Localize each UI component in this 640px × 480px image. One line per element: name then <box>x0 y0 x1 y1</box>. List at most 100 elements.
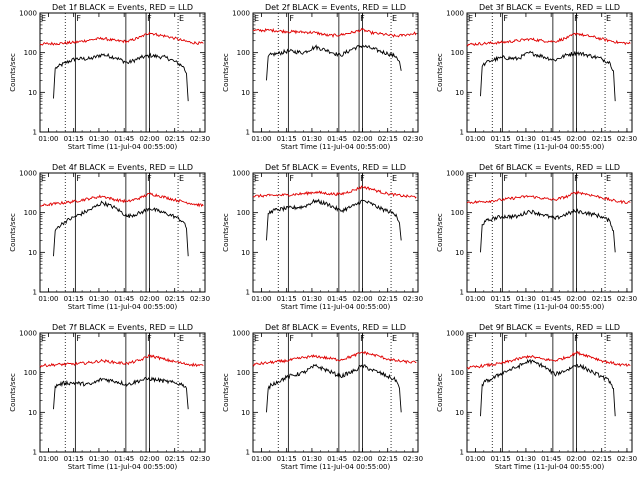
y-tick-label: 10 <box>241 89 250 97</box>
series-line-events <box>53 52 189 102</box>
x-tick-label: 02:30 <box>403 455 423 463</box>
x-tick-label: 01:00 <box>38 455 58 463</box>
flag-label-e: E <box>179 14 184 23</box>
flag-label-e: E <box>392 14 397 23</box>
x-tick-label: 02:00 <box>566 295 586 303</box>
panel-title: Det 3f BLACK = Events, RED = LLD <box>479 3 620 12</box>
y-tick-label: 1000 <box>19 170 37 178</box>
chart-panel-8: Det 8f BLACK = Events, RED = LLD 1 10 100 10… <box>222 323 423 471</box>
x-tick-label: 02:00 <box>139 135 159 143</box>
flag-label-e: E <box>254 334 259 343</box>
y-tick-label: 1 <box>460 289 464 297</box>
series-line-lld <box>252 350 417 367</box>
panel-title: Det 4f BLACK = Events, RED = LLD <box>52 163 193 172</box>
x-tick-label: 01:00 <box>251 455 271 463</box>
y-tick-label: 10 <box>455 249 464 257</box>
flag-label-e: E <box>254 174 259 183</box>
x-axis-label: Start Time (11-Jul-04 00:55:00) <box>68 303 178 311</box>
x-tick-label: 01:30 <box>302 455 322 463</box>
x-tick-label: 01:15 <box>277 135 297 143</box>
x-tick-label: 02:30 <box>190 295 210 303</box>
x-tick-label: 01:45 <box>114 455 134 463</box>
flag-label-e: E <box>392 174 397 183</box>
flag-label-e: E <box>606 334 611 343</box>
series-line-lld <box>467 190 631 205</box>
x-tick-label: 02:00 <box>139 295 159 303</box>
x-tick-label: 02:30 <box>617 295 637 303</box>
plot-frame <box>252 172 419 293</box>
x-tick-label: 02:30 <box>190 135 210 143</box>
y-tick-label: 1000 <box>232 170 250 178</box>
x-tick-label: 02:00 <box>566 135 586 143</box>
x-tick-label: 01:45 <box>541 135 561 143</box>
x-tick-label: 01:00 <box>465 135 485 143</box>
flag-label-f: F <box>574 14 579 23</box>
x-tick-label: 01:15 <box>277 295 297 303</box>
panel-title: Det 7f BLACK = Events, RED = LLD <box>52 323 193 332</box>
x-tick-label: 02:00 <box>352 455 372 463</box>
x-tick-label: 02:00 <box>352 295 372 303</box>
flag-label-e: E <box>468 334 473 343</box>
chart-panel-9: Det 9f BLACK = Events, RED = LLD 1 10 100 10… <box>436 323 637 471</box>
panel-title: Det 1f BLACK = Events, RED = LLD <box>52 3 193 12</box>
y-tick-label: 1 <box>460 449 464 457</box>
chart-panel-6: Det 6f BLACK = Events, RED = LLD 1 10 100 10… <box>436 163 637 311</box>
series-line-events <box>266 363 402 413</box>
x-axis-label: Start Time (11-Jul-04 00:55:00) <box>495 143 605 151</box>
y-tick-label: 10 <box>241 249 250 257</box>
x-tick-label: 01:45 <box>327 295 347 303</box>
x-tick-label: 01:30 <box>302 295 322 303</box>
flag-label-e: E <box>606 174 611 183</box>
y-tick-label: 1 <box>246 449 250 457</box>
x-tick-label: 02:15 <box>592 135 612 143</box>
plot-frame <box>252 332 419 453</box>
x-tick-label: 01:15 <box>491 135 511 143</box>
x-tick-label: 02:15 <box>165 135 185 143</box>
x-tick-label: 02:00 <box>139 455 159 463</box>
y-tick-label: 10 <box>241 409 250 417</box>
plot-frame <box>466 12 633 133</box>
panel-title: Det 6f BLACK = Events, RED = LLD <box>479 163 620 172</box>
flag-label-e: E <box>468 14 473 23</box>
y-tick-label: 10 <box>455 409 464 417</box>
flag-label-f: F <box>76 14 81 23</box>
flag-label-f: F <box>503 174 508 183</box>
y-tick-label: 1 <box>33 449 37 457</box>
y-axis-label: Counts/sec <box>9 373 17 412</box>
y-axis-label: Counts/sec <box>9 53 17 92</box>
y-tick-label: 10 <box>28 89 37 97</box>
chart-panel-3: Det 3f BLACK = Events, RED = LLD 1 10 100 10… <box>436 3 637 151</box>
flag-label-f: F <box>76 334 81 343</box>
y-tick-label: 100 <box>24 209 37 217</box>
y-tick-label: 1000 <box>19 330 37 338</box>
x-tick-label: 01:00 <box>251 295 271 303</box>
flag-label-f: F <box>289 174 294 183</box>
plot-frame <box>39 332 206 453</box>
flag-label-e: E <box>41 334 46 343</box>
x-tick-label: 01:30 <box>89 135 109 143</box>
panel-title: Det 2f BLACK = Events, RED = LLD <box>265 3 406 12</box>
flag-label-e: E <box>254 14 259 23</box>
y-axis-label: Counts/sec <box>436 213 444 252</box>
chart-panel-5: Det 5f BLACK = Events, RED = LLD 1 10 100 10… <box>222 163 423 311</box>
x-axis-label: Start Time (11-Jul-04 00:55:00) <box>68 143 178 151</box>
series-line-events <box>480 208 616 253</box>
y-axis-label: Counts/sec <box>436 373 444 412</box>
y-tick-label: 1 <box>246 289 250 297</box>
x-tick-label: 02:15 <box>165 295 185 303</box>
x-tick-label: 01:15 <box>64 295 84 303</box>
series-line-lld <box>39 354 204 368</box>
plot-frame <box>39 172 206 293</box>
x-tick-label: 01:45 <box>114 135 134 143</box>
flag-label-e: E <box>392 334 397 343</box>
x-tick-label: 01:45 <box>327 135 347 143</box>
x-tick-label: 01:15 <box>64 135 84 143</box>
panel-title: Det 9f BLACK = Events, RED = LLD <box>479 323 620 332</box>
y-tick-label: 100 <box>451 209 464 217</box>
x-tick-label: 01:30 <box>516 455 536 463</box>
series-line-events <box>266 44 402 81</box>
x-tick-label: 01:30 <box>516 135 536 143</box>
y-axis-label: Counts/sec <box>9 213 17 252</box>
series-line-lld <box>466 32 631 47</box>
